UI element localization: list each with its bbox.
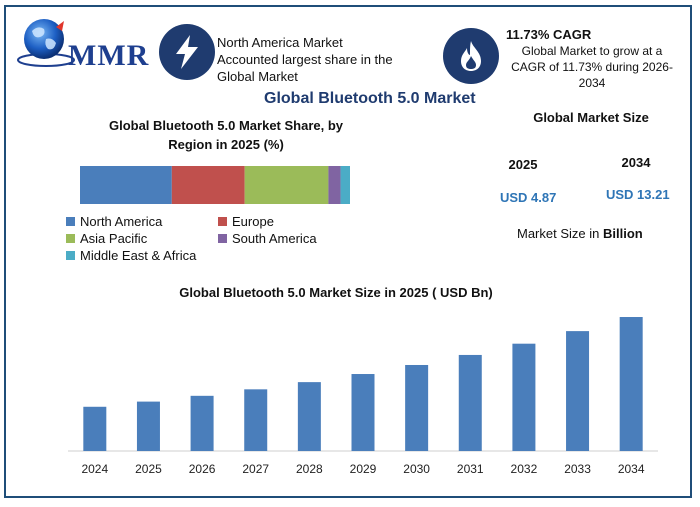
- legend-swatch: [66, 217, 75, 226]
- legend-label: Middle East & Africa: [80, 248, 197, 263]
- size-bar-chart: 2024 2025 2026 2027 2028 2029 2030 2031 2032 2033…: [68, 317, 658, 476]
- x-tick-label: 2025: [135, 462, 162, 476]
- bar-2027: [244, 389, 268, 451]
- market-value-2025: USD 4.87: [500, 190, 557, 205]
- bar-2024: [83, 406, 107, 451]
- legend-item-north-america: North America: [66, 213, 218, 230]
- x-tick-label: 2032: [511, 462, 538, 476]
- legend-item-europe: Europe: [218, 213, 274, 230]
- bar-2034: [619, 317, 643, 451]
- legend-label: South America: [232, 231, 317, 246]
- cagr-line: CAGR of 11.73% during 2026-: [511, 60, 673, 74]
- share-chart-title: Global Bluetooth 5.0 Market Share, by Re…: [76, 116, 376, 154]
- flame-icon: [461, 41, 481, 71]
- x-tick-label: 2031: [457, 462, 484, 476]
- legend-label: Asia Pacific: [80, 231, 148, 246]
- market-size-note-prefix: Market Size in: [517, 226, 603, 241]
- share-segment-north-america: [80, 166, 172, 204]
- lightning-icon: [176, 35, 198, 69]
- x-tick-label: 2030: [403, 462, 430, 476]
- x-tick-label: 2033: [564, 462, 591, 476]
- logo-text: MMR: [68, 39, 150, 72]
- legend-item-asia-pacific: Asia Pacific: [66, 230, 218, 247]
- cagr-text: Global Market to grow at a CAGR of 11.73…: [502, 43, 682, 91]
- region-info-line: Accounted largest share in the: [217, 52, 393, 67]
- share-legend: North America Europe Asia Pacific South …: [66, 213, 366, 264]
- x-tick-label: 2027: [242, 462, 269, 476]
- legend-item-south-america: South America: [218, 230, 317, 247]
- legend-swatch: [218, 217, 227, 226]
- x-tick-label: 2024: [81, 462, 108, 476]
- cagr-title: 11.73% CAGR: [506, 27, 592, 42]
- bar-2026: [190, 395, 214, 451]
- legend-swatch: [218, 234, 227, 243]
- market-year-2034: 2034: [621, 155, 651, 170]
- share-segment-south-america: [328, 166, 341, 204]
- cagr-line: Global Market to grow at a: [521, 44, 663, 58]
- share-segment-asia-pacific: [244, 166, 329, 204]
- bar-2025: [136, 401, 160, 451]
- size-chart-title: Global Bluetooth 5.0 Market Size in 2025…: [179, 285, 493, 300]
- share-chart-title-line: Global Bluetooth 5.0 Market Share, by: [108, 118, 344, 133]
- lightning-badge: [159, 24, 215, 80]
- region-info-line: Global Market: [217, 69, 298, 84]
- legend-item-mea: Middle East & Africa: [66, 247, 196, 264]
- market-year-2025: 2025: [508, 157, 538, 172]
- x-tick-label: 2028: [296, 462, 323, 476]
- infographic-frame: MMR North America Market Accounted large…: [4, 5, 692, 498]
- market-size-note: Market Size in Billion: [517, 226, 643, 241]
- share-segment-europe: [171, 166, 245, 204]
- x-tick-label: 2034: [618, 462, 645, 476]
- cagr-line: 2034: [578, 76, 606, 90]
- region-info-text: North America Market Accounted largest s…: [217, 34, 417, 85]
- bar-2032: [512, 343, 536, 451]
- share-segment-middle-east-africa: [340, 166, 350, 204]
- legend-swatch: [66, 234, 75, 243]
- x-tick-label: 2026: [189, 462, 216, 476]
- region-info-line: North America Market: [217, 35, 343, 50]
- share-chart-title-line: Region in 2025 (%): [168, 137, 284, 152]
- main-title: Global Bluetooth 5.0 Market: [264, 90, 476, 107]
- market-size-note-unit: Billion: [602, 226, 643, 241]
- bar-2033: [566, 331, 590, 451]
- bar-2028: [297, 382, 321, 451]
- legend-swatch: [66, 251, 75, 260]
- mmr-logo: MMR: [16, 15, 156, 72]
- bar-2030: [405, 364, 429, 451]
- share-stacked-bar: [80, 166, 350, 204]
- globe-icon: [17, 19, 75, 67]
- legend-label: North America: [80, 214, 163, 229]
- flame-badge: [443, 28, 499, 84]
- x-tick-label: 2029: [350, 462, 377, 476]
- market-value-2034: USD 13.21: [606, 187, 670, 202]
- bar-2029: [351, 374, 375, 451]
- bar-2031: [458, 354, 482, 451]
- legend-label: Europe: [232, 214, 274, 229]
- market-size-title: Global Market Size: [533, 110, 649, 125]
